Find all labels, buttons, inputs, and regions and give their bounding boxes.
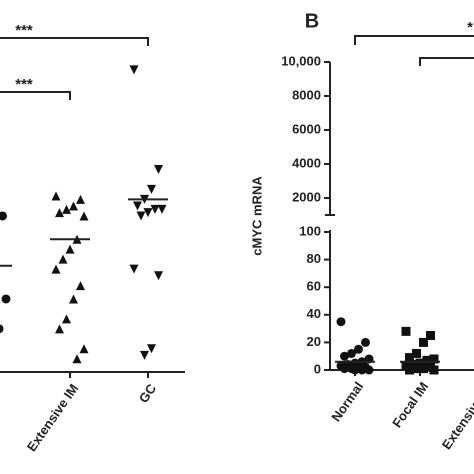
x-tick-label: GC — [136, 381, 160, 406]
data-point — [401, 326, 411, 336]
data-point — [55, 208, 64, 218]
data-point — [150, 204, 160, 214]
data-point — [147, 184, 156, 194]
y-axis-label: cMYC mRNA — [249, 176, 264, 256]
data-point — [62, 204, 71, 214]
data-point — [419, 364, 428, 374]
y-tick-label: 4000 — [292, 155, 321, 170]
y-tick-label: 0 — [314, 361, 321, 376]
data-point — [79, 344, 89, 354]
significance-bracket — [354, 35, 474, 45]
data-point — [129, 65, 139, 75]
y-tick-label: 20 — [307, 334, 321, 349]
data-point — [415, 358, 425, 368]
x-tick-label: Focal IM — [389, 379, 431, 430]
data-point — [357, 365, 367, 375]
data-point — [76, 194, 85, 204]
data-point — [143, 208, 153, 218]
data-point — [426, 331, 435, 340]
data-point — [364, 365, 374, 375]
data-point — [79, 211, 89, 221]
data-point — [361, 337, 370, 347]
data-point — [76, 281, 85, 291]
data-point — [136, 211, 146, 221]
data-point — [350, 365, 360, 375]
y-tick-label: 80 — [307, 251, 321, 266]
data-point — [69, 201, 78, 211]
data-point — [405, 365, 414, 375]
significance-bracket — [0, 91, 71, 100]
data-point — [147, 344, 156, 354]
data-point — [62, 314, 71, 324]
data-point — [412, 364, 421, 374]
data-point — [72, 354, 82, 364]
significance-label: * — [467, 19, 473, 36]
significance-bracket — [0, 37, 149, 46]
data-point — [354, 344, 363, 354]
data-point — [157, 204, 167, 214]
data-point — [340, 364, 349, 374]
y-tick-label: 6000 — [292, 121, 321, 136]
data-point — [0, 324, 4, 334]
data-point — [429, 365, 439, 375]
significance-bracket — [419, 57, 474, 66]
significance-label: *** — [15, 22, 33, 39]
data-point — [405, 353, 414, 363]
data-point — [347, 348, 356, 358]
data-point — [51, 264, 61, 274]
y-tick-label: 100 — [299, 223, 321, 238]
data-point — [429, 354, 439, 364]
data-point — [51, 191, 61, 201]
data-point — [55, 324, 64, 334]
y-tick-label: 40 — [307, 306, 321, 321]
x-tick-label: Extensive IM — [24, 381, 81, 454]
data-point — [154, 271, 163, 281]
data-point — [154, 164, 163, 174]
panel-label: B — [305, 10, 319, 32]
data-point — [340, 351, 349, 361]
data-point — [0, 211, 7, 221]
x-tick-label: Extensive IM — [439, 379, 474, 452]
data-point — [336, 317, 346, 327]
significance-label: *** — [15, 76, 33, 93]
y-tick-label: 2000 — [292, 189, 321, 204]
y-tick-label: 60 — [307, 279, 321, 294]
data-point — [419, 337, 428, 347]
y-tick-label: 8000 — [292, 87, 321, 102]
data-point — [65, 244, 75, 254]
data-point — [422, 355, 432, 365]
data-point — [1, 294, 11, 304]
y-tick-label: 10,000 — [281, 53, 321, 68]
data-point — [140, 350, 149, 360]
data-point — [133, 201, 142, 211]
data-point — [412, 348, 421, 358]
data-point — [58, 254, 68, 264]
data-point — [69, 294, 78, 304]
data-point — [129, 264, 139, 274]
x-tick-label: Normal — [328, 379, 366, 424]
